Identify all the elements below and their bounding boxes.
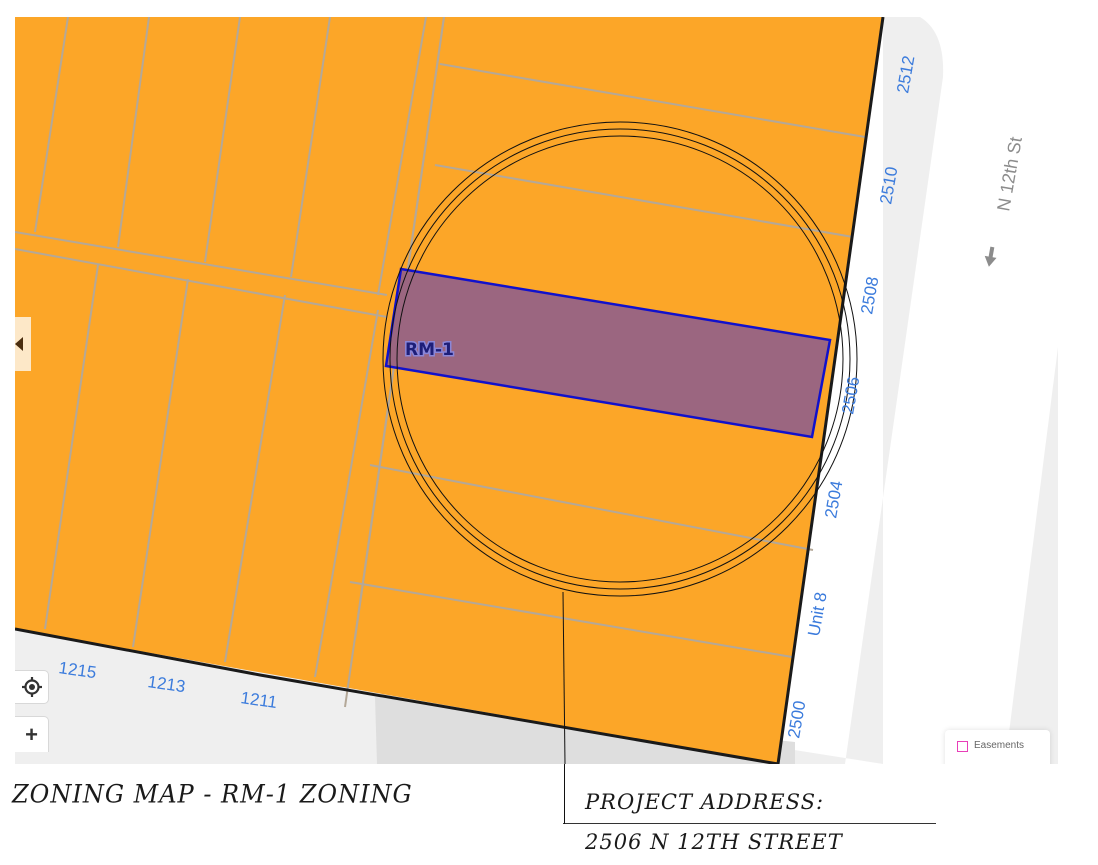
road-area-right: [1005, 347, 1058, 764]
block-edge-east: [776, 17, 885, 764]
map-caption: ZONING MAP - RM-1 ZONING: [12, 779, 413, 809]
leader-line-lower: [564, 764, 565, 824]
plus-icon: +: [25, 721, 38, 747]
house-numbers-east: 2512 2510 2508 2506 2504 Unit 8 2500: [784, 54, 918, 740]
map-viewport[interactable]: RM-1 2512 2510 2508 2506 2504 Unit 8 250…: [15, 17, 1058, 764]
svg-text:2500: 2500: [784, 699, 809, 740]
project-address-heading: PROJECT ADDRESS:: [585, 790, 825, 814]
caret-left-icon: [15, 337, 23, 351]
block-edge-south: [15, 627, 779, 764]
locate-button[interactable]: [15, 670, 49, 704]
legend-panel: Easements: [945, 730, 1050, 764]
parcel-lines: [15, 17, 866, 708]
direction-arrow-icon: [984, 246, 997, 267]
zoom-in-button[interactable]: +: [15, 716, 49, 752]
svg-text:1211: 1211: [239, 688, 278, 712]
highlight-circle: [382, 121, 858, 597]
collapse-panel-button[interactable]: [15, 317, 31, 371]
road-area: [15, 17, 944, 764]
zone-label: RM-1: [405, 340, 454, 360]
project-address-value: 2506 N 12TH STREET: [585, 830, 843, 854]
svg-text:Unit 8: Unit 8: [804, 591, 830, 638]
address-underline: [563, 823, 936, 824]
house-numbers-south: 1215 1213 1211: [57, 658, 278, 712]
easements-checkbox[interactable]: [957, 741, 968, 752]
svg-text:2504: 2504: [821, 479, 846, 520]
legend-item-label: Easements: [974, 740, 1025, 751]
street-name-label: N 12th St: [993, 135, 1026, 212]
svg-text:2508: 2508: [857, 275, 882, 316]
leader-line: [562, 591, 566, 764]
crosshair-target-icon: [21, 677, 42, 697]
